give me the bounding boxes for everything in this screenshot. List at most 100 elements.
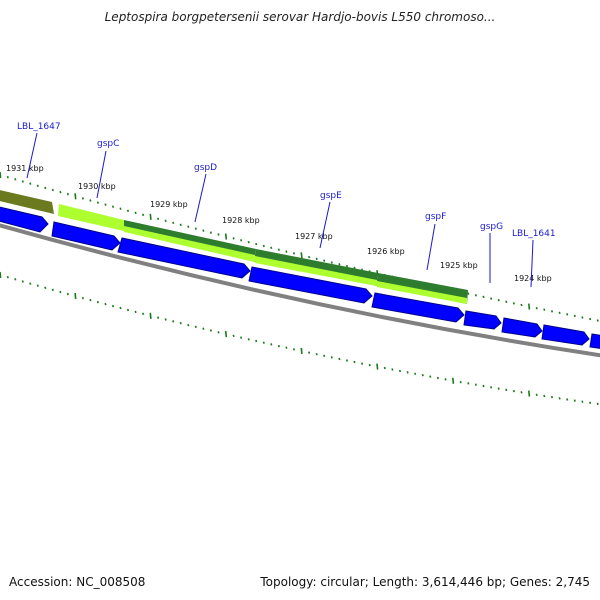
gene-label-LBL_1641[interactable]: LBL_1641 [512,229,556,239]
gene-label-gspE[interactable]: gspE [320,191,342,201]
inner-ring-minor-tick [436,376,439,380]
inner-ring-minor-tick [44,286,47,290]
inner-ring-minor-tick [330,356,333,359]
feature-gspF-lower-band[interactable] [377,281,467,304]
feature-olive-segment[interactable] [0,189,54,214]
outer-ring-minor-tick [164,219,167,223]
inner-ring-minor-tick [126,308,130,312]
outer-ring-minor-tick [217,233,220,236]
inner-ring-minor-tick [459,380,462,384]
outer-ring-minor-tick [315,257,318,261]
inner-ring-minor-tick [323,354,326,358]
inner-ring-minor-tick [543,394,546,398]
inner-ring-minor-tick [338,357,341,361]
inner-ring-minor-tick [292,348,296,351]
inner-ring-minor-tick [240,336,243,339]
inner-ring-minor-tick [308,351,311,354]
cds-arrow-8[interactable] [541,324,590,346]
outer-ring-minor-tick [59,190,62,194]
outer-ring-minor-tick [21,180,24,183]
gene-label-LBL_1647[interactable]: LBL_1647 [17,122,61,132]
cds-arrow-3[interactable] [117,237,251,279]
outer-ring-minor-tick [262,244,265,248]
inner-ring-minor-tick [520,391,523,394]
inner-ring-minor-tick [209,329,212,332]
inner-ring-minor-tick [414,372,417,376]
inner-ring-minor-tick [202,327,205,330]
kbp-label-1931: 1931 kbp [6,164,44,173]
gene-label-gspC[interactable]: gspC [97,139,119,149]
inner-ring-minor-tick [104,302,107,306]
inner-ring-minor-tick [66,292,69,296]
feature-gspD-lower-band[interactable] [124,226,255,262]
outer-ring-minor-tick [467,292,470,295]
inner-ring-minor-tick [512,389,515,393]
inner-ring-major-tick [452,377,455,384]
outer-ring-minor-tick [240,239,243,242]
kbp-label-1929: 1929 kbp [150,200,188,209]
outer-ring-minor-tick [202,229,205,232]
outer-ring-minor-tick [308,255,311,259]
feature-track [0,189,468,304]
cds-arrow-7[interactable] [501,317,543,338]
map-title: Leptospira borgpetersenii serovar Hardjo… [104,10,496,24]
outer-ring-minor-tick [209,231,212,234]
inner-ring-major-tick [149,312,152,319]
outer-ring-minor-tick [51,188,54,192]
outer-ring-minor-tick [66,192,69,196]
cds-arrow-4[interactable] [248,266,373,304]
outer-ring-minor-tick [277,248,280,251]
outer-ring-major-tick [528,303,531,310]
leader-gspE [319,201,331,249]
leader-gspC [96,150,107,199]
cds-arrow-6[interactable] [463,310,502,330]
outer-ring-minor-tick [596,319,599,322]
outer-ring-minor-tick [581,316,584,319]
inner-ring-minor-tick [391,368,394,371]
kbp-label-1927: 1927 kbp [295,232,333,241]
inner-ring-minor-tick [353,360,356,364]
outer-ring-minor-tick [543,308,546,311]
cds-arrow-9[interactable] [589,333,600,349]
inner-ring-minor-tick [172,320,175,323]
cds-arrow-2[interactable] [51,221,121,251]
outer-ring-minor-tick [566,313,569,316]
feature-lime-segment[interactable] [58,204,124,231]
inner-ring-minor-tick [59,290,62,294]
inner-ring-major-tick [376,363,379,370]
inner-ring-minor-tick [383,366,386,370]
inner-ring-minor-tick [255,339,258,343]
outer-ring-minor-tick [345,264,349,268]
inner-ring-minor-tick [505,388,508,392]
cds-arrow-1[interactable] [0,206,49,233]
outer-ring-minor-tick [179,223,182,227]
outer-ring-minor-tick [126,209,130,213]
gene-label-gspG[interactable]: gspG [480,222,503,232]
cds-arrow-5[interactable] [371,292,465,323]
inner-ring-minor-tick [6,275,9,279]
outer-ring-minor-tick [505,300,508,304]
outer-ring-minor-tick [255,242,258,246]
inner-ring-minor-tick [421,373,424,377]
inner-ring-minor-tick [270,343,273,346]
kbp-label-1925: 1925 kbp [440,261,478,270]
outer-ring-minor-tick [490,297,493,300]
inner-ring-minor-tick [164,318,167,321]
outer-ring-minor-tick [285,250,288,253]
outer-ring-minor-tick [558,311,561,315]
outer-ring-minor-tick [134,211,137,215]
inner-ring-minor-tick [179,321,182,325]
outer-ring-minor-tick [474,294,477,297]
gene-label-gspF[interactable]: gspF [425,212,446,222]
gene-label-gspD[interactable]: gspD [194,163,217,173]
inner-ring-minor-tick [111,304,115,308]
inner-ring-major-tick [300,347,303,355]
inner-ring-minor-tick [467,382,470,385]
cds-arrow-track [0,206,600,349]
inner-ring-minor-tick [361,362,364,365]
feature-gspE-lower-band[interactable] [255,256,377,286]
outer-ring-minor-tick [104,203,107,206]
outer-ring-minor-tick [14,178,17,181]
inner-ring-minor-tick [566,398,569,401]
